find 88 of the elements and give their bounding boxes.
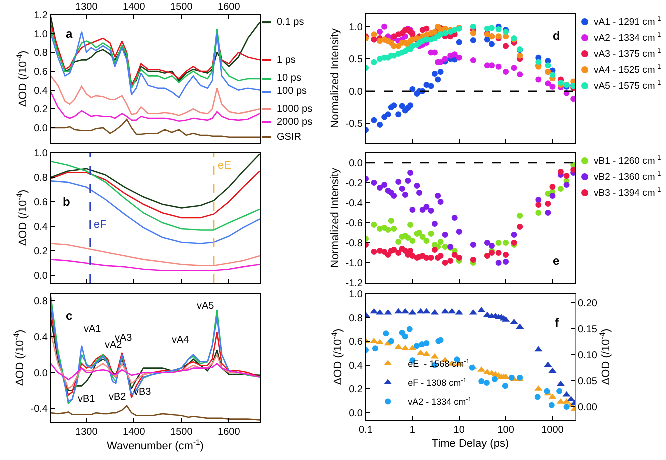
- annotation: e: [553, 254, 560, 268]
- y-tick-label: 0.0: [34, 271, 48, 282]
- legend-label: vB1 - 1260 cm$^{-1}$: [594, 155, 662, 167]
- y-tick-label: 0.8: [349, 313, 364, 324]
- y-tick-label: -0.6: [346, 218, 364, 230]
- y-tick-label: 0.8: [34, 296, 48, 308]
- y-tick-label: 0.8: [34, 173, 48, 184]
- y-tick-label: 0.0: [34, 123, 48, 134]
- y-axis-title: Normalized Intensity: [329, 168, 342, 268]
- y-tick-label: -0.4: [30, 404, 48, 416]
- annotation: d: [553, 29, 560, 43]
- x-axis-title: Wavenumber (cm$^{-1}$): [107, 438, 204, 453]
- annotation: a: [66, 27, 73, 41]
- x-tick-label: 1500: [170, 427, 194, 438]
- y-tick-label: 0.2: [34, 246, 48, 258]
- ref-line-label: eE: [218, 160, 232, 172]
- y-tick-label: 0.2: [349, 384, 364, 396]
- annotation: vA1: [84, 324, 102, 335]
- y-tick-label: 1.0: [349, 22, 364, 34]
- x-tick-label: 1600: [218, 2, 241, 13]
- y-tick-label: -1.0: [346, 258, 364, 270]
- y-tick-label: 0.6: [34, 198, 48, 209]
- x-tick-label: 0.1: [359, 425, 374, 436]
- y-tick-label: 1.0: [34, 148, 48, 160]
- x-tick-label: 1500: [170, 2, 194, 13]
- x-tick-label: 1400: [123, 427, 146, 438]
- y-tick-label: 0.8: [34, 48, 48, 60]
- y2-tick-label: 0.00: [578, 402, 598, 414]
- y-axis-title: Normalized Intensity: [329, 28, 342, 128]
- y-tick-label: 0.6: [349, 337, 364, 348]
- annotation: vA4: [172, 335, 190, 346]
- x-tick-label: 1300: [76, 2, 98, 13]
- x-tick-label: 1300: [76, 427, 98, 438]
- annotation: vB3: [134, 387, 152, 398]
- legend-label: 0.1 ps: [277, 17, 304, 28]
- ref-line-label: eF: [94, 219, 108, 231]
- x-tick-label: 1000: [542, 425, 564, 436]
- y-tick-label: 1.2: [34, 10, 48, 22]
- legend-label: vB2 - 1360 cm$^{-1}$: [594, 171, 662, 183]
- y-tick-label: 0.4: [34, 86, 48, 97]
- legend-label: vA1 - 1291 cm$^{-1}$: [594, 16, 662, 28]
- x-tick-label: 1600: [218, 427, 241, 438]
- y-tick-label: -0.2: [346, 178, 364, 190]
- y2-tick-label: 0.15: [578, 324, 598, 336]
- legend-label: vA2 - 1334 cm$^{-1}$: [408, 396, 472, 408]
- legend-label: 1000 ps: [277, 104, 313, 115]
- annotation: vA2: [105, 340, 123, 351]
- y-tick-label: 0.2: [34, 104, 48, 116]
- legend-label: 2000 ps: [277, 117, 313, 128]
- legend-label: 100 ps: [277, 86, 308, 97]
- x-tick-label: 1400: [123, 2, 146, 13]
- x-axis-title: Time Delay (ps): [432, 438, 510, 450]
- legend-label: vA2 - 1334 cm$^{-1}$: [594, 32, 662, 44]
- y-tick-label: 0.0: [34, 368, 48, 380]
- y-tick-label: 0.4: [349, 360, 364, 372]
- annotation: vB1: [78, 394, 96, 405]
- legend-label: eF - 1308 cm$^{-1}$: [408, 377, 468, 388]
- y-tick-label: 0.4: [34, 332, 48, 344]
- x-tick-label: 100: [498, 425, 515, 436]
- annotation: b: [63, 195, 70, 209]
- y-tick-label: -1.2: [346, 278, 364, 290]
- legend-label: 1 ps: [277, 55, 296, 66]
- y-tick-label: 0.0: [349, 86, 364, 98]
- y2-tick-label: 0.10: [578, 350, 598, 362]
- legend-label: GSIR: [277, 132, 302, 143]
- y-tick-label: 0.6: [34, 66, 48, 78]
- y-tick-label: 1.0: [34, 29, 48, 40]
- y-tick-label: 0.5: [349, 54, 364, 66]
- y-tick-label: 0.0: [349, 158, 364, 170]
- x-tick-label: 1: [410, 425, 416, 436]
- legend-label: vA3 - 1375 cm$^{-1}$: [594, 48, 662, 60]
- annotation: c: [66, 309, 73, 323]
- y2-tick-label: 0.20: [578, 298, 598, 310]
- legend-label: vA5 - 1575 cm$^{-1}$: [594, 80, 662, 92]
- y-tick-label: -0.4: [346, 198, 364, 210]
- y-tick-label: 1.0: [349, 290, 364, 300]
- legend-label: vA4 - 1525 cm$^{-1}$: [594, 64, 662, 76]
- y-tick-label: 0.4: [34, 222, 48, 234]
- y-tick-label: -0.8: [346, 238, 364, 250]
- annotation: f: [555, 316, 560, 330]
- legend-label: vB3 - 1394 cm$^{-1}$: [594, 187, 662, 199]
- legend-label: 10 ps: [277, 73, 302, 84]
- x-tick-label: 10: [454, 425, 466, 436]
- y-tick-label: -0.5: [346, 119, 364, 130]
- annotation: vB2: [109, 392, 127, 403]
- y-tick-label: 0.0: [349, 408, 364, 420]
- y2-tick-label: 0.05: [578, 376, 598, 388]
- annotation: vA5: [197, 301, 215, 312]
